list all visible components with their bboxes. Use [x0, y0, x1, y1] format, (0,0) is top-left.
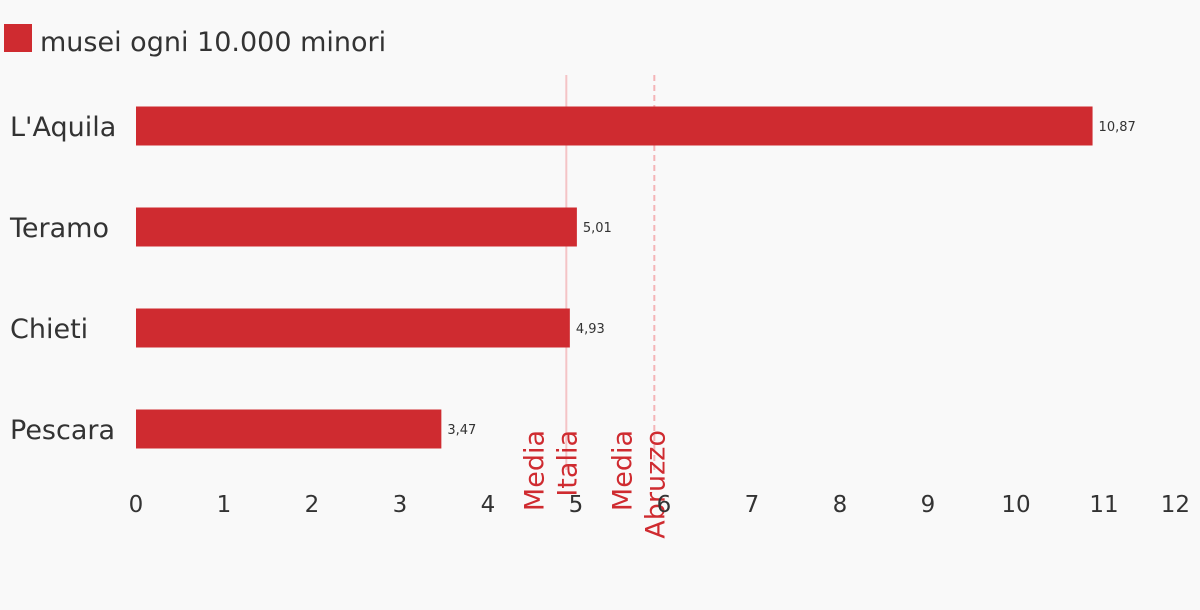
x-tick-label: 3	[393, 492, 408, 518]
x-tick-label: 2	[305, 492, 320, 518]
reference-label: Media	[519, 430, 550, 511]
x-tick-label: 9	[921, 492, 936, 518]
value-label: 3,47	[447, 423, 476, 438]
x-tick-label: 7	[745, 492, 760, 518]
y-tick-label: Chieti	[10, 314, 88, 345]
bar	[136, 106, 1093, 146]
bar	[136, 409, 442, 449]
x-tick-label: 12	[1161, 492, 1190, 518]
x-tick-label: 10	[1001, 492, 1030, 518]
x-tick-label: 0	[129, 492, 144, 518]
y-tick-label: Pescara	[10, 415, 115, 446]
bar	[136, 207, 577, 247]
x-tick-label: 11	[1089, 492, 1118, 518]
reference-label: Italia	[552, 430, 583, 497]
x-tick-label: 8	[833, 492, 848, 518]
bar	[136, 308, 570, 348]
legend-swatch	[4, 24, 32, 52]
y-tick-label: Teramo	[9, 213, 109, 244]
value-label: 10,87	[1099, 120, 1136, 135]
y-tick-label: L'Aquila	[10, 112, 116, 143]
value-label: 4,93	[576, 322, 605, 337]
x-tick-label: 1	[217, 492, 232, 518]
legend-label: musei ogni 10.000 minori	[40, 27, 386, 58]
reference-label: Abruzzo	[640, 430, 671, 539]
x-tick-label: 5	[569, 492, 584, 518]
reference-label: Media	[607, 430, 638, 511]
x-tick-label: 4	[481, 492, 496, 518]
value-label: 5,01	[583, 221, 612, 236]
x-tick-label: 6	[657, 492, 672, 518]
